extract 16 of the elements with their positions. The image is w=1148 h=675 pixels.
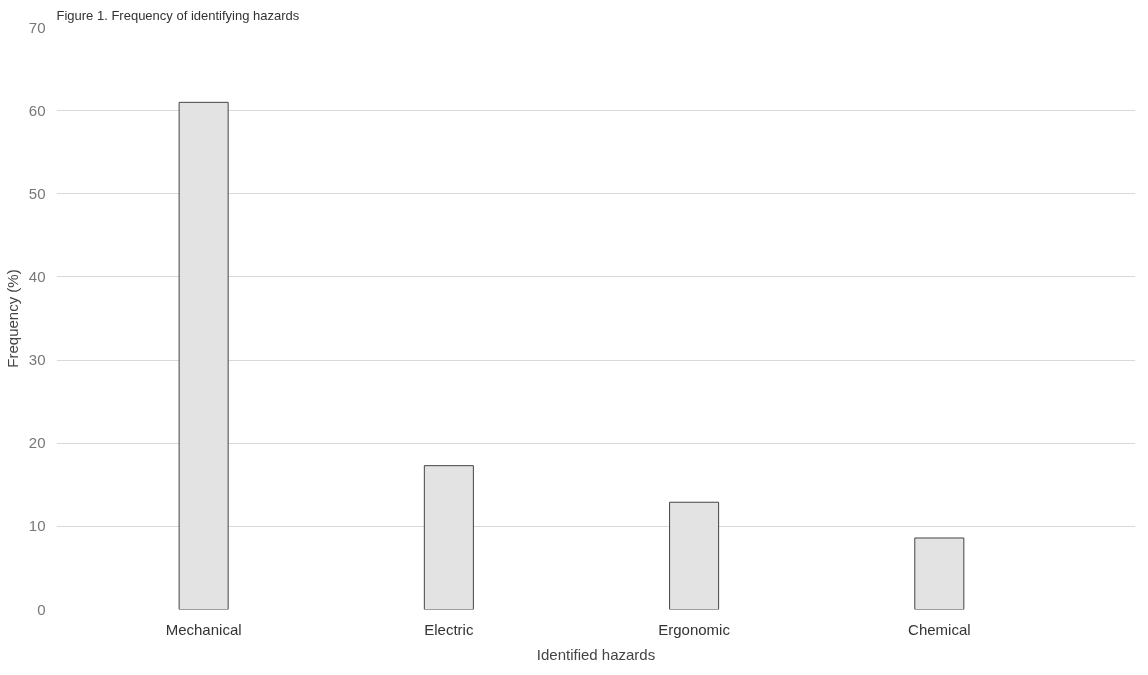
y-tick-label: 30 xyxy=(28,351,46,369)
x-tick-label: Chemical xyxy=(908,620,971,638)
chart-title: Figure 1. Frequency of identifying hazards xyxy=(56,7,300,23)
x-tick-label: Electric xyxy=(424,620,474,638)
y-tick-label: 40 xyxy=(28,267,46,285)
y-tick-label: 10 xyxy=(28,517,46,535)
bar xyxy=(914,537,965,610)
y-tick-label: 50 xyxy=(28,184,46,202)
y-tick-label: 70 xyxy=(28,18,46,36)
x-tick-label: Mechanical xyxy=(165,620,242,638)
y-tick-label: 60 xyxy=(28,101,46,119)
y-axis-title: Frequency (%) xyxy=(3,269,21,368)
x-tick-label: Ergonomic xyxy=(658,620,731,638)
x-axis-title: Identified hazards xyxy=(536,645,656,663)
y-tick-label: 20 xyxy=(28,434,46,452)
y-tick-label: 0 xyxy=(37,600,46,618)
